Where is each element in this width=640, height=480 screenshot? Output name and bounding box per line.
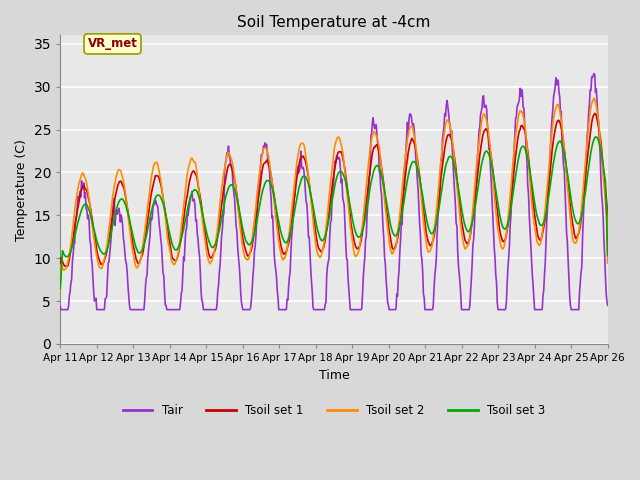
Tsoil set 1 bbox=[417, 180, 424, 186]
Tsoil set 2 bbox=[604, 260, 612, 266]
Legend: Tair, Tsoil set 1, Tsoil set 2, Tsoil set 3: Tair, Tsoil set 1, Tsoil set 2, Tsoil se… bbox=[118, 399, 550, 421]
Tsoil set 2 bbox=[401, 163, 408, 168]
Tsoil set 1 bbox=[67, 252, 74, 257]
Tsoil set 2 bbox=[417, 185, 424, 191]
Tsoil set 2 bbox=[207, 259, 215, 265]
Tair bbox=[208, 307, 216, 312]
Line: Tsoil set 1: Tsoil set 1 bbox=[60, 113, 608, 285]
Tsoil set 3 bbox=[67, 250, 74, 256]
Tsoil set 2 bbox=[123, 198, 131, 204]
Tsoil set 2 bbox=[67, 247, 74, 253]
Tsoil set 3 bbox=[401, 196, 408, 202]
Y-axis label: Temperature (C): Temperature (C) bbox=[15, 139, 28, 240]
Tair bbox=[179, 271, 187, 277]
Tair bbox=[67, 280, 75, 286]
Tsoil set 1 bbox=[207, 255, 215, 261]
Text: VR_met: VR_met bbox=[88, 37, 138, 50]
Tair bbox=[57, 307, 65, 312]
X-axis label: Time: Time bbox=[319, 369, 349, 382]
Line: Tair: Tair bbox=[60, 73, 608, 310]
Tsoil set 2 bbox=[56, 288, 64, 294]
Tsoil set 3 bbox=[417, 180, 424, 186]
Tair bbox=[56, 303, 64, 309]
Tsoil set 1 bbox=[591, 110, 598, 116]
Tsoil set 3 bbox=[178, 233, 186, 239]
Tsoil set 3 bbox=[56, 286, 64, 291]
Tsoil set 3 bbox=[207, 243, 215, 249]
Tair bbox=[124, 270, 131, 276]
Line: Tsoil set 3: Tsoil set 3 bbox=[60, 137, 608, 288]
Tsoil set 1 bbox=[604, 252, 612, 257]
Tsoil set 3 bbox=[591, 134, 599, 140]
Tsoil set 1 bbox=[178, 229, 186, 235]
Tsoil set 2 bbox=[178, 218, 186, 224]
Tsoil set 1 bbox=[123, 199, 131, 205]
Tair bbox=[604, 302, 612, 308]
Tsoil set 1 bbox=[401, 183, 408, 189]
Tair bbox=[590, 71, 598, 76]
Title: Soil Temperature at -4cm: Soil Temperature at -4cm bbox=[237, 15, 431, 30]
Tsoil set 2 bbox=[590, 95, 598, 101]
Tair bbox=[401, 160, 409, 166]
Tsoil set 3 bbox=[123, 205, 131, 211]
Line: Tsoil set 2: Tsoil set 2 bbox=[60, 98, 608, 291]
Tsoil set 3 bbox=[604, 253, 612, 259]
Tair bbox=[417, 252, 425, 257]
Tsoil set 1 bbox=[56, 282, 64, 288]
